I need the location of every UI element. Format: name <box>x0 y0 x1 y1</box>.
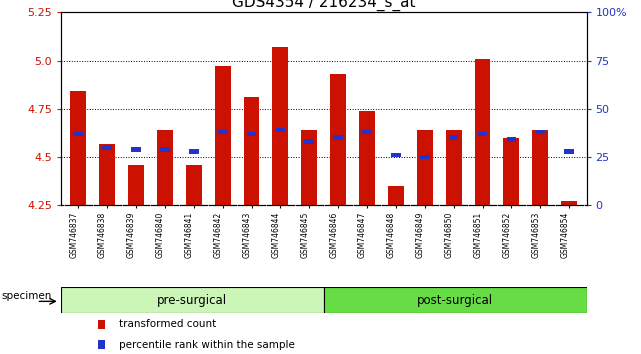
Bar <box>333 136 343 140</box>
Bar <box>388 186 404 205</box>
Text: GSM746839: GSM746839 <box>127 212 136 258</box>
Text: post-surgical: post-surgical <box>417 293 493 307</box>
Text: GSM746837: GSM746837 <box>69 212 78 258</box>
Text: GSM746850: GSM746850 <box>445 212 454 258</box>
Bar <box>186 165 202 205</box>
Bar <box>330 74 346 205</box>
Bar <box>99 144 115 205</box>
Text: GSM746849: GSM746849 <box>416 212 425 258</box>
Bar <box>189 149 199 154</box>
Text: GSM746846: GSM746846 <box>329 212 338 258</box>
Text: GSM746843: GSM746843 <box>242 212 251 258</box>
Bar <box>61 287 324 313</box>
Text: GSM746842: GSM746842 <box>213 212 222 258</box>
Text: GSM746847: GSM746847 <box>358 212 367 258</box>
Text: GSM746838: GSM746838 <box>98 212 107 258</box>
Bar <box>97 340 104 349</box>
Text: pre-surgical: pre-surgical <box>157 293 228 307</box>
Bar <box>420 155 429 159</box>
Bar <box>215 67 231 205</box>
Text: GSM746840: GSM746840 <box>156 212 165 258</box>
Text: percentile rank within the sample: percentile rank within the sample <box>119 339 295 350</box>
Text: GSM746848: GSM746848 <box>387 212 396 258</box>
Bar <box>565 149 574 154</box>
Bar <box>74 132 83 136</box>
Text: specimen: specimen <box>1 291 51 301</box>
Bar <box>247 132 256 136</box>
Bar <box>272 47 288 205</box>
Bar <box>503 138 519 205</box>
Bar <box>304 139 314 144</box>
Text: GSM746851: GSM746851 <box>474 212 483 258</box>
Bar <box>128 165 144 205</box>
Text: GSM746845: GSM746845 <box>300 212 309 258</box>
Bar <box>417 130 433 205</box>
Bar <box>71 91 86 205</box>
Bar <box>562 201 577 205</box>
Title: GDS4354 / 216234_s_at: GDS4354 / 216234_s_at <box>232 0 415 11</box>
Bar <box>362 130 372 134</box>
Text: GSM746853: GSM746853 <box>531 212 540 258</box>
Text: transformed count: transformed count <box>119 319 216 329</box>
Bar <box>474 59 490 205</box>
Text: GSM746844: GSM746844 <box>271 212 280 258</box>
Text: GSM746854: GSM746854 <box>560 212 569 258</box>
Text: GSM746841: GSM746841 <box>185 212 194 258</box>
Bar <box>359 111 375 205</box>
Text: GSM746852: GSM746852 <box>503 212 512 258</box>
Bar <box>97 320 104 329</box>
Bar <box>391 153 401 158</box>
Bar <box>535 130 545 134</box>
Bar <box>478 132 487 136</box>
Bar <box>103 145 112 150</box>
Bar <box>301 130 317 205</box>
Bar <box>324 287 587 313</box>
Bar <box>160 147 170 152</box>
Bar <box>506 137 516 142</box>
Bar <box>449 136 458 140</box>
Bar <box>157 130 173 205</box>
Bar <box>533 130 548 205</box>
Bar <box>276 128 285 132</box>
Bar <box>445 130 462 205</box>
Bar <box>244 97 260 205</box>
Bar <box>131 147 141 152</box>
Bar <box>218 130 228 134</box>
